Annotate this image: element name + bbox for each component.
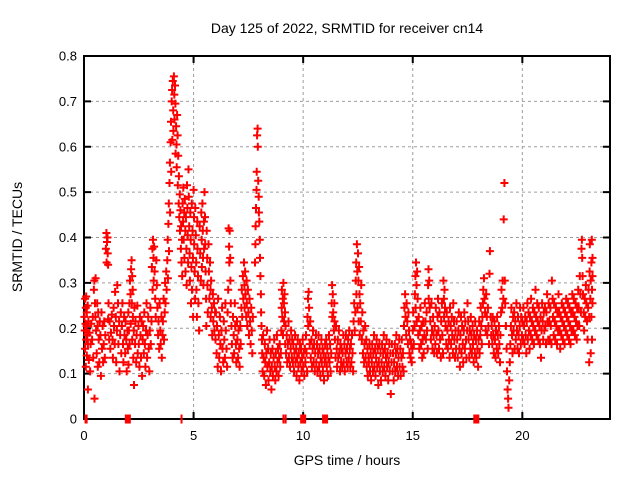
grid-lines <box>84 56 610 419</box>
plot-frame-and-ticks <box>83 55 611 420</box>
svg-text:10: 10 <box>296 428 310 443</box>
chart-title: Day 125 of 2022, SRMTID for receiver cn1… <box>211 20 484 36</box>
svg-text:0.2: 0.2 <box>59 321 77 336</box>
svg-text:0: 0 <box>80 428 87 443</box>
zero-flag-square <box>473 414 480 424</box>
svg-text:0: 0 <box>70 412 77 427</box>
zero-flag-square <box>124 414 131 424</box>
svg-text:0.4: 0.4 <box>59 230 77 245</box>
svg-text:0.1: 0.1 <box>59 366 77 381</box>
zero-flag-square <box>300 414 307 424</box>
svg-text:0.8: 0.8 <box>59 49 77 64</box>
series-SRMTID <box>80 72 597 412</box>
svg-text:5: 5 <box>190 428 197 443</box>
svg-text:0.6: 0.6 <box>59 139 77 154</box>
svg-text:0.5: 0.5 <box>59 185 77 200</box>
svg-text:0.3: 0.3 <box>59 275 77 290</box>
y-axis-label: SRMTID / TECUs <box>9 182 25 292</box>
svg-text:20: 20 <box>515 428 529 443</box>
svg-text:15: 15 <box>406 428 420 443</box>
scatter-points <box>80 72 597 424</box>
svg-text:0.7: 0.7 <box>59 94 77 109</box>
tick-labels: 0 5 10 15 20 0 0.1 0.2 0.3 0.4 0.5 0.6 0.7 0.8 <box>59 49 530 444</box>
x-axis-label: GPS time / hours <box>294 452 401 468</box>
zero-flag-square <box>322 414 329 424</box>
